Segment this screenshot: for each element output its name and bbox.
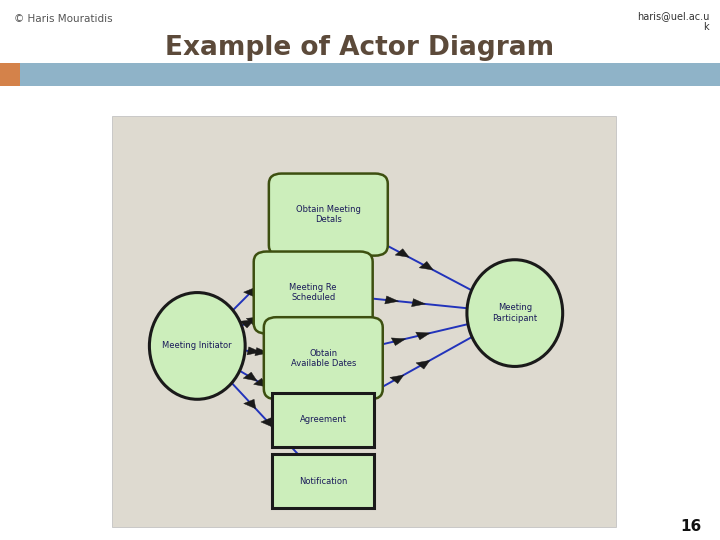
Polygon shape xyxy=(246,317,261,325)
Text: Obtain
Available Dates: Obtain Available Dates xyxy=(291,348,356,368)
FancyBboxPatch shape xyxy=(272,393,374,447)
FancyBboxPatch shape xyxy=(253,252,373,334)
Polygon shape xyxy=(243,372,257,381)
Polygon shape xyxy=(412,299,426,307)
FancyBboxPatch shape xyxy=(20,63,720,86)
Polygon shape xyxy=(415,332,430,340)
Polygon shape xyxy=(391,338,405,346)
Polygon shape xyxy=(247,347,261,355)
Text: haris@uel.ac.u
k: haris@uel.ac.u k xyxy=(636,11,709,32)
FancyBboxPatch shape xyxy=(0,63,20,86)
FancyBboxPatch shape xyxy=(264,317,383,399)
Polygon shape xyxy=(240,320,254,328)
Polygon shape xyxy=(419,261,433,270)
Ellipse shape xyxy=(467,260,563,367)
Polygon shape xyxy=(255,348,269,356)
FancyBboxPatch shape xyxy=(272,455,374,508)
Text: Meeting
Participant: Meeting Participant xyxy=(492,303,537,323)
FancyBboxPatch shape xyxy=(112,116,616,526)
Text: Notification: Notification xyxy=(299,477,348,486)
Polygon shape xyxy=(395,249,409,258)
Text: © Haris Mouratidis: © Haris Mouratidis xyxy=(14,14,113,24)
Polygon shape xyxy=(243,287,256,296)
Text: Meeting Initiator: Meeting Initiator xyxy=(163,341,232,350)
Polygon shape xyxy=(390,375,404,383)
Polygon shape xyxy=(261,418,273,427)
Polygon shape xyxy=(384,296,399,304)
Ellipse shape xyxy=(150,293,245,399)
Polygon shape xyxy=(243,399,256,409)
Polygon shape xyxy=(416,360,430,369)
Text: 16: 16 xyxy=(680,518,702,534)
FancyBboxPatch shape xyxy=(269,173,388,255)
Polygon shape xyxy=(253,379,267,387)
Text: Obtain Meeting
Detals: Obtain Meeting Detals xyxy=(296,205,361,224)
Polygon shape xyxy=(260,271,272,280)
Text: Meeting Re
Scheduled: Meeting Re Scheduled xyxy=(289,283,337,302)
Text: Agreement: Agreement xyxy=(300,415,347,424)
Text: Example of Actor Diagram: Example of Actor Diagram xyxy=(166,35,554,61)
